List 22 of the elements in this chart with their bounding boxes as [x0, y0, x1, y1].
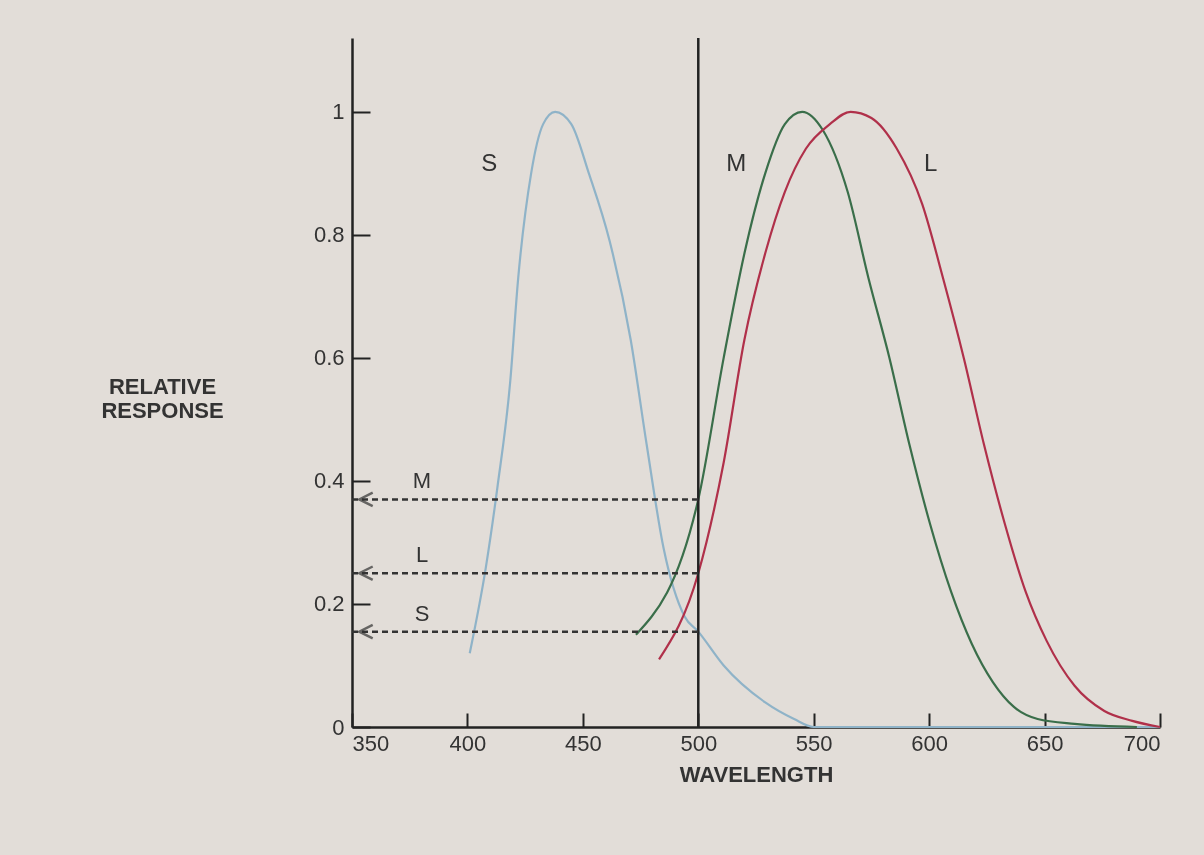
series-label: L	[923, 148, 938, 176]
x-tick-label: 350	[352, 730, 390, 756]
y-tick-label: 0	[332, 714, 345, 740]
x-tick-label: 550	[795, 730, 833, 756]
x-tick-label: 600	[911, 730, 948, 756]
y-tick-label: 0.6	[313, 345, 345, 371]
x-tick-label: 450	[565, 730, 602, 756]
y-tick-label: 0.2	[313, 591, 345, 617]
ref-line-label: S	[414, 600, 430, 626]
y-axis-title: RELATIVE RESPONSE	[101, 373, 224, 423]
y-tick-label: 0.4	[313, 468, 345, 494]
x-tick-label: 700	[1123, 730, 1161, 756]
y-tick-label: 1	[332, 99, 345, 125]
series-label: M	[726, 148, 747, 176]
x-tick-label: 500	[680, 730, 718, 756]
ref-line-label: L	[415, 542, 429, 568]
ref-line-label: M	[412, 468, 432, 494]
y-tick-label: 0.8	[313, 222, 345, 248]
x-tick-label: 400	[449, 730, 487, 756]
x-tick-label: 650	[1026, 730, 1064, 756]
series-label: S	[481, 148, 498, 176]
x-axis-title: WAVELENGTH	[679, 761, 834, 787]
